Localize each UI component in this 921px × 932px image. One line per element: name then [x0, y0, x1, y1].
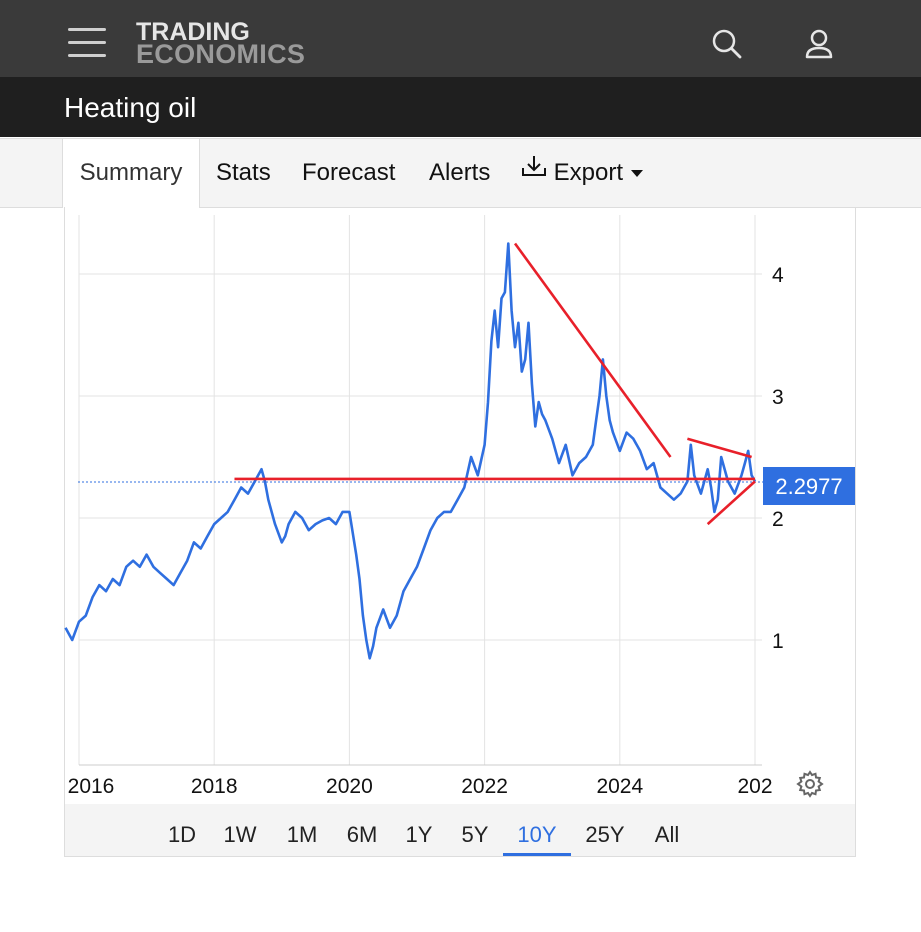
tab-alerts-label: Alerts — [429, 159, 491, 186]
x-tick-label: 202 — [737, 775, 772, 798]
trendlines — [234, 242, 756, 526]
page-title: Heating oil — [64, 92, 197, 123]
range-button-25y[interactable]: 25Y — [585, 822, 625, 847]
x-tick-label: 2020 — [326, 775, 373, 798]
user-icon[interactable] — [803, 27, 835, 61]
tab-alerts[interactable]: Alerts — [429, 139, 490, 207]
x-tick-label: 2024 — [596, 775, 643, 798]
current-price-tag: 2.2977 — [763, 467, 855, 505]
trendline — [687, 437, 752, 459]
title-bar: Heating oil — [0, 77, 921, 137]
tab-export-label: Export — [553, 159, 624, 186]
series-line — [64, 242, 757, 660]
gear-icon[interactable] — [796, 770, 824, 798]
x-tick-label: 2022 — [461, 775, 508, 798]
range-button-1y[interactable]: 1Y — [405, 822, 433, 847]
y-tick-label: 1 — [772, 630, 784, 653]
site-logo[interactable]: TRADING ECONOMICS — [136, 20, 305, 68]
y-tick-label: 4 — [772, 264, 784, 287]
range-button-10y[interactable]: 10Y — [503, 804, 571, 856]
tab-export[interactable]: Export — [521, 139, 644, 207]
range-button-1w[interactable]: 1W — [223, 822, 257, 847]
tab-summary-label: Summary — [79, 159, 183, 186]
range-button-1d[interactable]: 1D — [167, 822, 197, 847]
tab-summary[interactable]: Summary — [62, 139, 200, 208]
y-tick-label: 3 — [772, 386, 784, 409]
logo-line1: TRADING — [136, 18, 250, 46]
tab-stats[interactable]: Stats — [216, 139, 271, 207]
download-icon — [521, 137, 547, 205]
tab-stats-label: Stats — [216, 159, 271, 186]
top-navigation-bar: TRADING ECONOMICS — [0, 0, 921, 77]
range-button-5y[interactable]: 5Y — [461, 822, 489, 847]
trendline — [513, 242, 672, 458]
trendline — [706, 480, 756, 526]
y-axis-ticks: 1 2 3 4 — [772, 264, 784, 653]
x-tick-label: 2018 — [191, 775, 238, 798]
range-button-all[interactable]: All — [654, 822, 680, 847]
tab-bar: Summary Stats Forecast Alerts Export — [0, 138, 921, 208]
chart-panel — [64, 207, 856, 857]
caret-down-icon — [630, 137, 644, 205]
search-icon[interactable] — [711, 28, 743, 60]
logo-line2: ECONOMICS — [136, 39, 306, 69]
x-tick-label: 2016 — [68, 775, 115, 798]
hamburger-menu-icon[interactable] — [68, 28, 106, 58]
range-button-1m[interactable]: 1M — [286, 822, 318, 847]
tab-forecast[interactable]: Forecast — [302, 139, 395, 207]
tab-forecast-label: Forecast — [302, 159, 396, 186]
y-tick-label: 2 — [772, 508, 784, 531]
time-range-selector: 1D 1W 1M 6M 1Y 5Y 10Y 25Y All — [65, 804, 855, 856]
x-axis-ticks: 2016 2018 2020 2022 2024 202 — [68, 775, 773, 798]
range-button-6m[interactable]: 6M — [346, 822, 378, 847]
chart-grid — [78, 215, 762, 766]
